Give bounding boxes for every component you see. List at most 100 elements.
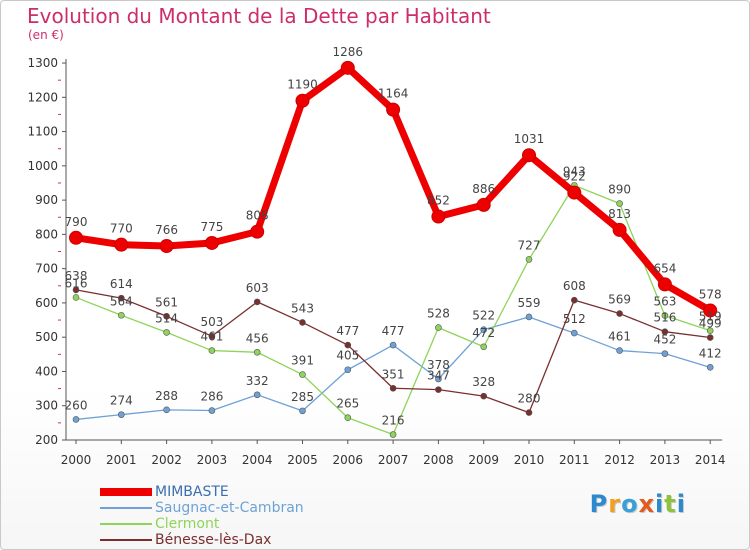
data-point: [204, 235, 219, 250]
data-label: 216: [382, 414, 405, 428]
data-label: 1164: [378, 87, 409, 101]
data-label: 813: [608, 207, 631, 221]
data-point: [253, 348, 261, 356]
data-point: [340, 60, 355, 75]
x-tick-label: 2009: [468, 453, 499, 467]
data-label: 608: [563, 279, 586, 293]
data-point: [706, 327, 714, 334]
data-point: [114, 237, 129, 252]
data-label: 770: [110, 222, 133, 236]
data-point: [661, 312, 669, 319]
data-label: 516: [653, 311, 676, 325]
data-label: 528: [427, 307, 450, 321]
data-point: [706, 364, 714, 371]
data-point: [661, 328, 669, 336]
data-label: 332: [246, 374, 269, 388]
legend-swatch: [100, 523, 152, 525]
data-label: 412: [699, 346, 722, 360]
data-point: [295, 93, 310, 108]
data-point: [525, 409, 533, 416]
data-point: [299, 371, 306, 378]
legend-swatch: [100, 539, 152, 541]
data-label: 512: [563, 312, 586, 326]
y-tick-label: 700: [35, 262, 58, 276]
data-point: [344, 366, 352, 374]
data-point: [72, 294, 80, 301]
data-label: 727: [518, 238, 541, 252]
data-point: [118, 311, 125, 319]
data-label: 564: [110, 294, 133, 308]
data-point: [480, 343, 488, 351]
data-label: 766: [155, 223, 178, 237]
data-label: 274: [110, 394, 133, 408]
data-label: 265: [336, 397, 359, 411]
data-point: [476, 197, 491, 212]
legend-label: MIMBASTE: [155, 484, 229, 500]
data-label: 519: [699, 310, 722, 324]
data-point: [253, 391, 261, 399]
legend-label: Saugnac-et-Cambran: [155, 500, 304, 516]
data-label: 654: [653, 261, 676, 275]
legend-label: Clermont: [155, 516, 220, 532]
data-label: 405: [336, 349, 359, 363]
data-label: 514: [155, 311, 178, 325]
data-point: [612, 222, 627, 237]
data-label: 886: [472, 182, 495, 196]
data-point: [344, 414, 352, 422]
data-point: [703, 303, 718, 318]
data-point: [389, 384, 397, 392]
logo-letter: t: [664, 490, 677, 518]
data-point: [522, 148, 536, 163]
y-tick-label: 1100: [27, 125, 58, 139]
x-tick-label: 2013: [650, 453, 681, 467]
x-tick-label: 2010: [514, 453, 545, 467]
data-label: 503: [200, 315, 223, 329]
data-point: [525, 313, 533, 321]
data-point: [253, 298, 261, 306]
data-label: 790: [65, 215, 88, 229]
x-tick-label: 2014: [695, 453, 726, 467]
data-point: [616, 200, 623, 207]
data-label: 328: [472, 375, 495, 389]
logo-letter: x: [638, 490, 656, 518]
data-label: 638: [65, 269, 88, 283]
legend-swatch: [100, 488, 152, 496]
x-tick-label: 2006: [333, 453, 364, 467]
data-point: [706, 334, 714, 341]
x-tick-label: 2005: [287, 453, 318, 467]
data-label: 559: [518, 296, 541, 310]
y-tick-label: 500: [35, 330, 58, 344]
data-point: [344, 341, 352, 349]
y-tick-label: 400: [35, 364, 58, 378]
data-label: 563: [653, 295, 676, 309]
data-label: 391: [291, 354, 314, 368]
data-point: [389, 431, 397, 438]
data-label: 1031: [514, 132, 545, 146]
logo-letter: i: [655, 490, 665, 518]
data-point: [159, 239, 174, 254]
data-label: 808: [246, 209, 269, 223]
data-label: 378: [427, 358, 450, 372]
data-label: 286: [200, 390, 223, 404]
data-label: 561: [155, 295, 178, 309]
x-tick-label: 2004: [242, 453, 273, 467]
data-point: [118, 411, 125, 418]
data-point: [570, 296, 578, 304]
data-point: [208, 332, 216, 340]
data-point: [435, 375, 442, 383]
logo-letter: i: [676, 490, 686, 518]
data-point: [525, 256, 533, 263]
data-label: 456: [246, 331, 269, 345]
data-point: [163, 329, 170, 336]
data-label: 852: [427, 194, 450, 208]
data-label: 603: [246, 281, 269, 295]
x-tick-label: 2007: [378, 453, 409, 467]
logo-letter: o: [621, 490, 639, 518]
data-point: [435, 324, 442, 331]
y-tick-label: 800: [35, 227, 58, 241]
data-label: 569: [608, 293, 631, 307]
data-label: 922: [563, 170, 586, 184]
data-label: 280: [518, 392, 541, 406]
data-label: 285: [291, 390, 314, 404]
